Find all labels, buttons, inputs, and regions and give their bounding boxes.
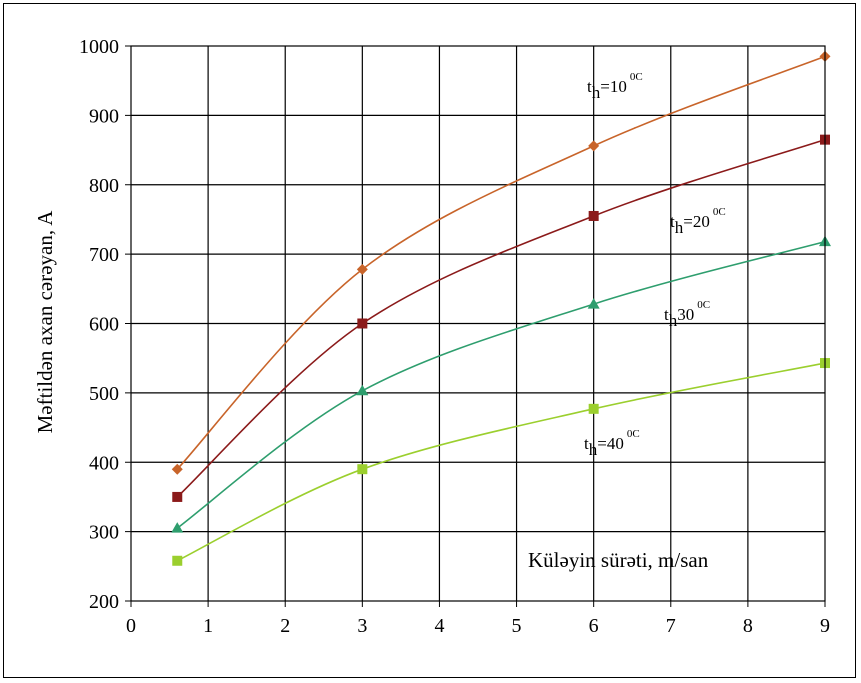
series-line	[176, 362, 826, 562]
series-label-sub: h	[592, 83, 601, 102]
series-line	[176, 240, 826, 529]
y-tick-label: 200	[89, 591, 119, 613]
data-point	[588, 403, 599, 414]
series-label: th=40 0C	[584, 428, 640, 459]
x-tick-label: 8	[743, 615, 753, 637]
data-point	[588, 210, 599, 221]
data-point	[588, 140, 600, 152]
series-line	[176, 138, 826, 498]
y-tick-label: 700	[89, 244, 119, 266]
x-tick-label: 4	[434, 615, 444, 637]
data-point	[172, 555, 183, 566]
series-label-base: t	[670, 212, 675, 231]
series-label-value: =40	[597, 434, 624, 453]
x-axis-title: Küləyin sürəti, m/san	[528, 548, 709, 572]
series-label: th=10 0C	[587, 71, 643, 102]
x-tick-label: 5	[512, 615, 522, 637]
series-group	[171, 50, 831, 566]
series-label-base: t	[587, 77, 592, 96]
x-tick-label: 6	[589, 615, 599, 637]
series-label: th30 0C	[664, 299, 710, 330]
y-tick-label: 900	[89, 105, 119, 127]
grid	[125, 45, 826, 607]
series-label-sup: 0C	[697, 299, 710, 311]
x-tick-label: 7	[666, 615, 676, 637]
y-tick-label: 300	[89, 522, 119, 544]
data-point	[356, 263, 368, 275]
series-label-sup: 0C	[713, 206, 726, 218]
data-point	[171, 522, 184, 533]
series-2	[172, 134, 830, 502]
tick-labels: 0 1 2 3 4 5 6 7 8 9 200 300 400 500 600 700 800 900 1000	[79, 36, 830, 637]
data-point	[171, 463, 183, 475]
chart-frame	[3, 3, 856, 678]
series-label-sub: h	[589, 440, 598, 459]
x-tick-label: 3	[357, 615, 367, 637]
x-tick-label: 2	[280, 615, 290, 637]
series-label-sup: 0C	[627, 428, 640, 440]
y-tick-label: 600	[89, 314, 119, 336]
data-point	[357, 318, 368, 329]
data-point	[357, 464, 368, 475]
series-label-value: =10	[600, 77, 627, 96]
y-tick-label: 1000	[79, 36, 119, 58]
series-label-base: t	[664, 305, 669, 324]
x-tick-label: 1	[203, 615, 213, 637]
series-label-value: 30	[677, 305, 694, 324]
series-1	[171, 50, 831, 475]
plot-area-border	[130, 45, 826, 602]
data-point	[356, 384, 369, 396]
y-tick-label: 800	[89, 175, 119, 197]
series-label-base: t	[584, 434, 589, 453]
series-3	[171, 235, 831, 533]
series-label: th=20 0C	[670, 206, 726, 237]
series-label-sub: h	[669, 311, 678, 330]
x-tick-label: 9	[820, 615, 830, 637]
x-tick-label: 0	[126, 615, 136, 637]
series-label-sup: 0C	[630, 71, 643, 83]
series-line	[176, 55, 826, 470]
y-tick-label: 400	[89, 452, 119, 474]
data-point	[587, 298, 600, 309]
series-label-value: =20	[683, 212, 710, 231]
y-tick-label: 500	[89, 383, 119, 405]
series-label-sub: h	[675, 218, 684, 237]
data-point	[172, 491, 183, 502]
y-axis-title: Məftildən axan cərəyan, A	[33, 210, 57, 434]
